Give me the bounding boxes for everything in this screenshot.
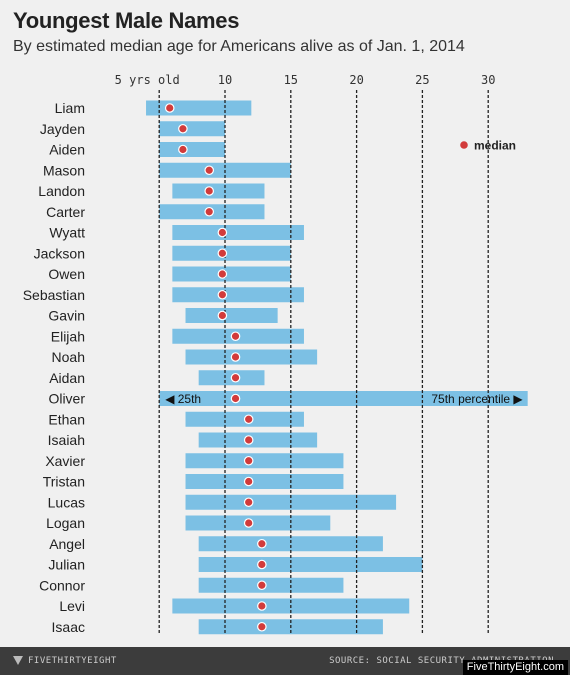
row-label-wyatt: Wyatt <box>49 225 85 241</box>
row-label-xavier: Xavier <box>45 453 85 469</box>
median-dot-isaac <box>257 621 267 632</box>
median-dot-angel <box>257 538 267 549</box>
row-label-owen: Owen <box>48 266 85 282</box>
fivethirtyeight-logo-icon <box>13 656 23 666</box>
median-dot-sebastian <box>217 289 228 300</box>
tick-label-20: 20 <box>349 73 363 87</box>
bar-sebastian <box>172 287 304 303</box>
bar-landon <box>172 183 265 199</box>
bar-angel <box>198 536 383 552</box>
bar-connor <box>198 577 344 593</box>
row-label-liam: Liam <box>55 100 85 116</box>
tick-label-5: 5 yrs old <box>115 73 180 87</box>
row-label-angel: Angel <box>49 536 85 552</box>
median-dot-noah <box>230 352 241 362</box>
median-dot-wyatt <box>217 227 228 238</box>
median-dot-gavin <box>217 310 228 321</box>
median-dot-carter <box>204 206 215 217</box>
annotation-75th: 75th percentile ▶ <box>431 392 523 406</box>
row-label-ethan: Ethan <box>48 411 85 427</box>
row-label-isaac: Isaac <box>52 619 85 635</box>
median-dot-julian <box>257 559 267 570</box>
row-label-mason: Mason <box>43 162 85 178</box>
row-label-julian: Julian <box>48 557 85 573</box>
legend-median-dot <box>460 141 468 149</box>
legend-median-label: median <box>474 139 516 153</box>
footer-logo-text: FIVETHIRTYEIGHT <box>28 656 117 666</box>
median-dot-ethan <box>243 414 254 425</box>
median-dot-aidan <box>230 372 241 383</box>
tick-label-10: 10 <box>218 73 232 87</box>
median-dot-logan <box>243 518 254 528</box>
row-label-aidan: Aidan <box>49 370 85 386</box>
median-dot-connor <box>257 580 267 591</box>
row-label-jackson: Jackson <box>34 245 85 261</box>
row-label-jayden: Jayden <box>40 121 85 137</box>
bar-tristan <box>185 474 344 489</box>
median-dot-oliver <box>230 393 241 404</box>
row-label-connor: Connor <box>39 577 85 593</box>
annotation-25th: ◀ 25th <box>165 392 201 406</box>
row-label-tristan: Tristan <box>43 474 85 490</box>
bar-wyatt <box>172 225 304 240</box>
bar-liam <box>146 100 252 116</box>
row-label-noah: Noah <box>52 349 85 365</box>
tick-label-30: 30 <box>481 73 495 87</box>
row-label-oliver: Oliver <box>48 391 85 407</box>
row-label-carter: Carter <box>46 204 85 220</box>
median-dot-lucas <box>243 497 254 508</box>
bar-owen <box>172 266 291 282</box>
median-dot-levi <box>257 601 267 611</box>
row-label-logan: Logan <box>46 515 85 531</box>
bar-julian <box>198 557 423 572</box>
watermark: FiveThirtyEight.com <box>462 660 568 675</box>
median-dot-xavier <box>243 455 254 466</box>
median-dot-isaiah <box>243 435 254 445</box>
row-label-landon: Landon <box>38 183 85 199</box>
median-dot-owen <box>217 269 228 279</box>
row-label-levi: Levi <box>59 598 85 614</box>
bar-gavin <box>185 308 278 323</box>
row-label-gavin: Gavin <box>48 308 85 324</box>
bar-oliver <box>159 391 528 406</box>
bar-jayden <box>159 121 225 137</box>
row-label-isaiah: Isaiah <box>48 432 85 448</box>
median-dot-jackson <box>217 248 228 259</box>
tick-label-15: 15 <box>284 73 298 87</box>
bar-aiden <box>159 142 225 157</box>
median-dot-aiden <box>178 144 188 155</box>
bar-jackson <box>172 245 291 261</box>
row-label-elijah: Elijah <box>51 328 85 344</box>
footer-source: SOURCE: SOCIAL SECURITY ADMINISTRATION <box>329 656 554 666</box>
bar-isaiah <box>198 432 318 448</box>
bar-logan <box>185 515 331 531</box>
median-dot-elijah <box>230 331 241 342</box>
chart-title: Youngest Male Names <box>13 8 240 33</box>
chart-subtitle: By estimated median age for Americans al… <box>13 38 465 55</box>
footer-logo: FIVETHIRTYEIGHT <box>13 656 117 666</box>
median-dot-tristan <box>243 476 254 487</box>
row-label-lucas: Lucas <box>48 494 85 510</box>
bar-noah <box>185 349 318 365</box>
median-dot-liam <box>164 103 175 113</box>
median-dot-landon <box>204 186 215 196</box>
row-label-sebastian: Sebastian <box>23 287 85 303</box>
bar-xavier <box>185 453 344 469</box>
range-bar-chart: Liam Jayden Aiden Mason Landon Carter Wyatt Jac… <box>23 73 528 635</box>
row-label-aiden: Aiden <box>49 142 85 158</box>
median-dot-mason <box>204 165 215 176</box>
tick-label-25: 25 <box>415 73 429 87</box>
median-dot-jayden <box>178 123 188 134</box>
